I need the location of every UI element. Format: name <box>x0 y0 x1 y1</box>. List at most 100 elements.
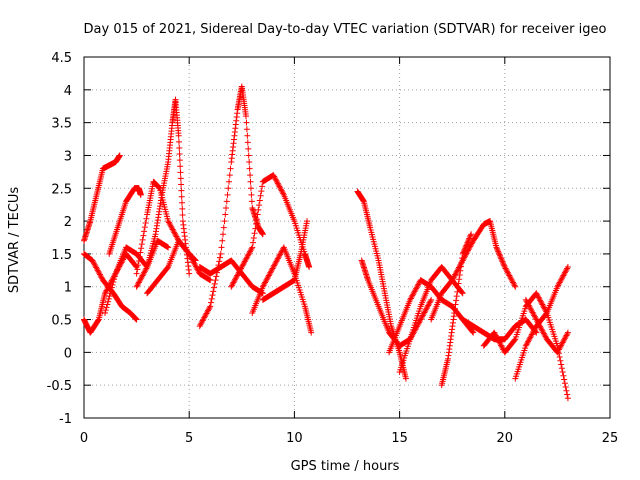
data-point <box>460 248 467 255</box>
plot-frame <box>83 56 611 419</box>
data-point <box>186 270 193 277</box>
data-point <box>177 169 184 176</box>
data-point <box>564 331 571 338</box>
data-point <box>511 282 518 289</box>
data-point <box>211 280 218 287</box>
data-point <box>245 145 252 152</box>
series-satellite-track-13 <box>259 218 311 303</box>
series-satellite-track-03 <box>81 250 140 323</box>
data-point <box>254 211 261 218</box>
data-point <box>306 264 313 271</box>
data-point <box>108 284 115 291</box>
data-point <box>178 199 185 206</box>
data-point <box>210 284 217 291</box>
data-point <box>102 307 109 314</box>
data-point <box>243 126 250 133</box>
data-point <box>454 284 461 291</box>
data-point <box>116 152 123 159</box>
data-point <box>220 231 227 238</box>
y-tick-label: 2.5 <box>51 182 72 197</box>
data-point <box>496 251 503 258</box>
data-point <box>259 183 266 190</box>
data-point <box>223 198 230 205</box>
data-point <box>498 255 505 262</box>
y-tick-label: 1 <box>64 281 72 296</box>
data-point <box>451 305 458 312</box>
data-point <box>245 152 252 159</box>
data-point <box>304 218 311 225</box>
x-tick-label: 25 <box>602 431 619 446</box>
data-point <box>207 277 214 284</box>
data-point <box>246 165 253 172</box>
data-point <box>259 231 266 238</box>
data-point <box>453 293 460 300</box>
data-point <box>556 354 563 361</box>
data-point <box>218 244 225 251</box>
y-tick-label: 3.5 <box>51 117 72 132</box>
data-point <box>179 211 186 218</box>
series-satellite-track-01 <box>81 152 123 244</box>
data-point <box>560 372 567 379</box>
series-satellite-track-17 <box>396 264 466 376</box>
data-point <box>258 188 265 195</box>
data-point <box>250 239 257 246</box>
series-satellite-track-05 <box>106 185 144 257</box>
data-point <box>175 132 182 139</box>
data-point <box>257 192 264 199</box>
data-point <box>252 225 259 232</box>
data-point <box>178 193 185 200</box>
data-point <box>143 265 150 272</box>
data-point <box>140 232 147 239</box>
data-point <box>249 244 256 251</box>
data-point <box>466 235 473 242</box>
data-point <box>558 361 565 368</box>
data-point <box>141 228 148 235</box>
data-point <box>141 224 148 231</box>
data-point <box>138 245 145 252</box>
data-point <box>213 273 220 280</box>
data-point <box>223 204 230 211</box>
data-point <box>459 250 466 257</box>
x-tick-label: 0 <box>80 431 88 446</box>
data-point <box>493 244 500 251</box>
data-point <box>456 276 463 283</box>
data-point <box>95 317 102 324</box>
data-point <box>457 263 464 270</box>
data-point <box>557 357 564 364</box>
data-point <box>217 250 224 257</box>
data-point <box>511 337 518 344</box>
data-point <box>177 175 184 182</box>
data-point <box>462 245 469 252</box>
data-point <box>460 249 467 256</box>
data-point <box>179 205 186 212</box>
data-point <box>564 329 571 336</box>
data-point <box>227 165 234 172</box>
data-point <box>564 395 571 402</box>
data-point <box>248 245 255 252</box>
data-point <box>564 264 571 271</box>
data-point <box>243 113 250 120</box>
data-point <box>105 298 112 305</box>
data-point <box>459 290 466 297</box>
data-point <box>216 258 223 265</box>
data-point <box>465 238 472 245</box>
data-point <box>495 249 502 256</box>
data-point <box>402 375 409 382</box>
data-point <box>251 230 258 237</box>
chart-title: Day 015 of 2021, Sidereal Day-to-day VTE… <box>84 22 607 37</box>
data-point <box>561 380 568 387</box>
data-point <box>493 245 500 252</box>
data-point <box>176 151 183 158</box>
y-tick-label: 3 <box>64 149 72 164</box>
data-point <box>176 157 183 164</box>
data-point <box>212 277 219 284</box>
x-tick-label: 20 <box>497 431 514 446</box>
data-point <box>220 224 227 231</box>
data-point <box>178 181 185 188</box>
data-point <box>102 309 109 316</box>
series-satellite-track-09 <box>196 83 266 330</box>
data-point <box>133 270 140 277</box>
y-tick-label: -1 <box>59 412 72 427</box>
data-point <box>178 187 185 194</box>
